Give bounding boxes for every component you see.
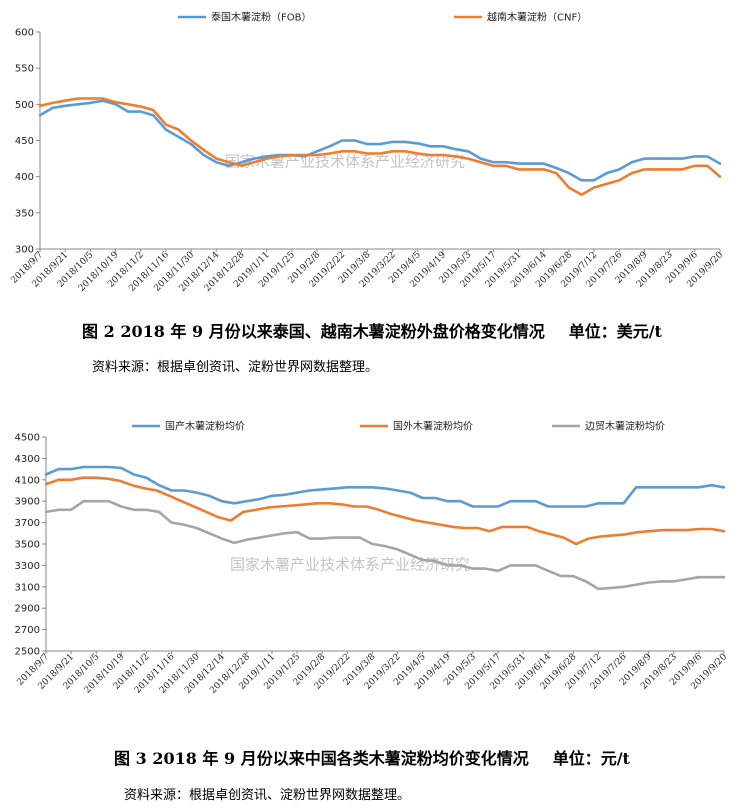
figure-2-caption: 图 2 2018 年 9 月份以来泰国、越南木薯淀粉外盘价格变化情况 单位：美元/… bbox=[0, 318, 744, 342]
chart-2-legend-label-3: 边贸木薯淀粉均价 bbox=[585, 420, 665, 433]
chart-1-y-tick-label: 400 bbox=[15, 172, 34, 183]
chart-1-legend-label-1: 泰国木薯淀粉（FOB） bbox=[211, 11, 311, 24]
chart-1-svg: 3003504004505005506002018/9/72018/9/2120… bbox=[9, 11, 725, 294]
chart-1-legend-label-2: 越南木薯淀粉（CNF） bbox=[487, 11, 587, 24]
chart-2-watermark: 国家木薯产业技术体系产业经济研究 bbox=[230, 556, 470, 574]
figure-2-caption-unit: 单位：美元/t bbox=[568, 322, 662, 341]
chart-2-y-tick-label: 3500 bbox=[15, 540, 40, 551]
chart-2-y-tick-label: 2900 bbox=[15, 604, 40, 615]
chart-1-y-tick-label: 350 bbox=[15, 208, 34, 219]
chart-1-y-tick-label: 450 bbox=[15, 136, 34, 147]
chart-2-y-tick-label: 3700 bbox=[15, 518, 40, 529]
chart-2-y-tick-label: 4300 bbox=[15, 454, 40, 465]
chart-1-series-1-line bbox=[38, 99, 722, 182]
chart-1-series-2-line bbox=[38, 97, 722, 197]
figure-3-caption-title: 图 3 2018 年 9 月份以来中国各类木薯淀粉均价变化情况 bbox=[114, 749, 529, 768]
chart-2-series-2-line bbox=[44, 476, 726, 546]
chart-2-legend-label-2: 国外木薯淀粉均价 bbox=[393, 420, 473, 433]
figure-3-source-note: 资料来源：根据卓创资讯、淀粉世界网数据整理。 bbox=[124, 788, 411, 803]
chart-1-y-tick-label: 550 bbox=[15, 64, 34, 75]
chart-1-y-tick-label: 300 bbox=[15, 245, 34, 256]
chart-1-y-tick-label: 500 bbox=[15, 100, 34, 111]
chart-2-y-tick-label: 3300 bbox=[15, 561, 40, 572]
chart-2-y-tick-label: 3100 bbox=[15, 582, 40, 593]
chart-2-y-tick-label: 4500 bbox=[15, 433, 40, 444]
figure-2-source-note: 资料来源：根据卓创资讯、淀粉世界网数据整理。 bbox=[92, 360, 379, 375]
chart-2-y-tick-label: 2700 bbox=[15, 625, 40, 636]
chart-2-series-3-line bbox=[44, 499, 726, 591]
chart-1-y-tick-label: 600 bbox=[15, 28, 34, 39]
chart-2-y-tick-label: 2500 bbox=[15, 647, 40, 658]
chart-2-y-tick-label: 3900 bbox=[15, 497, 40, 508]
figure-3-caption-unit: 单位：元/t bbox=[552, 749, 630, 768]
figure-3-caption: 图 3 2018 年 9 月份以来中国各类木薯淀粉均价变化情况 单位：元/t bbox=[0, 745, 744, 769]
chart-2-legend-label-1: 国产木薯淀粉均价 bbox=[165, 420, 245, 433]
chart-2-y-tick-label: 4100 bbox=[15, 475, 40, 486]
chart-2-svg: 2500 2700 2900 3100 3300 3500 3700 3900 4100 4300… bbox=[15, 420, 730, 696]
figure-2-caption-title: 图 2 2018 年 9 月份以来泰国、越南木薯淀粉外盘价格变化情况 bbox=[82, 322, 545, 341]
chart-2-series-1-line bbox=[44, 465, 726, 508]
